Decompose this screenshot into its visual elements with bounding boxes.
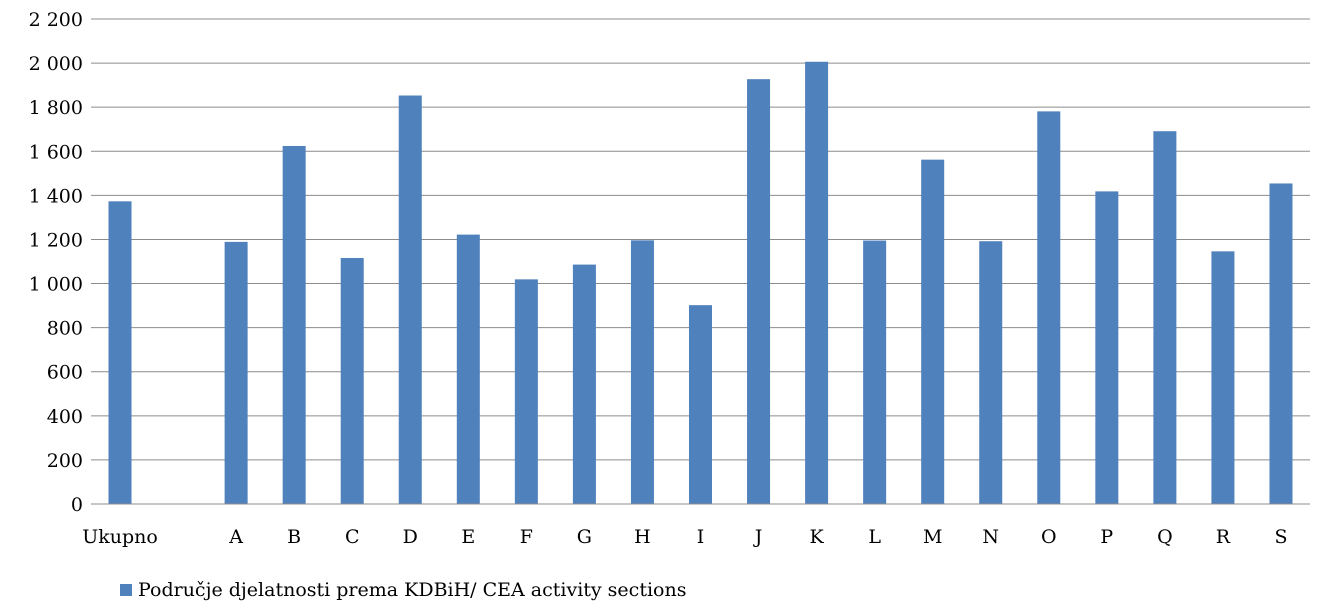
x-tick-label: H xyxy=(634,526,651,548)
y-axis-tick-labels: 0 200 400 600 800 1 000 1 200 1 400 1 600 1 800 2 … xyxy=(29,9,83,516)
y-tick-label: 1 600 xyxy=(29,141,83,163)
x-tick-label: K xyxy=(809,526,824,548)
bar xyxy=(514,279,538,504)
legend-swatch xyxy=(120,584,132,596)
x-tick-label: I xyxy=(697,526,705,548)
x-tick-label: M xyxy=(923,526,942,548)
legend-label: Područje djelatnosti prema KDBiH/ CEA ac… xyxy=(138,579,687,601)
bar xyxy=(456,234,480,504)
y-tick-label: 400 xyxy=(47,406,83,428)
y-tick-label: 200 xyxy=(47,450,83,472)
bar xyxy=(863,240,887,504)
y-tick-label: 0 xyxy=(71,494,83,516)
x-tick-label: G xyxy=(577,526,592,548)
x-axis-tick-labels: Ukupno A B C D E F G H I J K L M N O P Q R S xyxy=(82,526,1287,548)
bar xyxy=(1153,131,1177,504)
y-tick-label: 1 800 xyxy=(29,97,83,119)
y-tick-label: 2 200 xyxy=(29,9,83,31)
bar xyxy=(572,264,596,504)
bar xyxy=(921,159,945,504)
x-tick-label: R xyxy=(1216,526,1231,548)
x-tick-label: S xyxy=(1274,526,1287,548)
bar xyxy=(747,79,771,505)
bar xyxy=(979,241,1003,504)
x-tick-label: E xyxy=(461,526,475,548)
x-tick-label: P xyxy=(1100,526,1113,548)
x-tick-label: B xyxy=(287,526,301,548)
bar xyxy=(689,305,712,504)
x-tick-label: J xyxy=(753,526,763,548)
x-tick-label: C xyxy=(345,526,360,548)
bar xyxy=(282,145,306,504)
y-tick-label: 1 400 xyxy=(29,185,83,207)
x-tick-label: Ukupno xyxy=(82,526,158,548)
bar xyxy=(108,201,132,504)
y-tick-label: 1 200 xyxy=(29,229,83,251)
y-tick-label: 600 xyxy=(47,362,83,384)
x-tick-label: F xyxy=(520,526,533,548)
y-tick-label: 2 000 xyxy=(29,53,83,75)
legend: Područje djelatnosti prema KDBiH/ CEA ac… xyxy=(120,579,686,601)
x-tick-label: O xyxy=(1041,526,1057,548)
x-tick-label: L xyxy=(868,526,881,548)
bar xyxy=(1037,111,1061,504)
bar xyxy=(340,257,364,504)
y-tick-label: 1 000 xyxy=(29,274,83,296)
bar xyxy=(1211,251,1235,504)
bar xyxy=(398,95,422,504)
x-tick-label: Q xyxy=(1157,526,1173,548)
y-tick-label: 800 xyxy=(47,318,83,340)
bar xyxy=(630,240,654,504)
bar xyxy=(805,61,829,504)
bar xyxy=(224,241,248,504)
bar xyxy=(1095,191,1119,505)
x-tick-label: D xyxy=(403,526,418,548)
bar xyxy=(1269,183,1293,504)
x-tick-label: A xyxy=(228,526,243,548)
x-tick-label: N xyxy=(982,526,999,548)
bars xyxy=(108,61,1293,505)
